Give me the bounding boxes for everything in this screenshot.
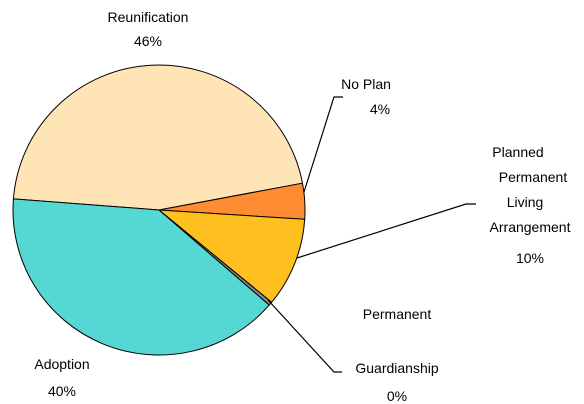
pie-slice-reunification [12, 64, 304, 211]
label-pla-name-line2: Permanent [499, 169, 568, 185]
leader-guardianship [267, 299, 342, 373]
label-guardianship-value: 0% [387, 388, 407, 404]
label-reunification-value: 46% [134, 33, 162, 49]
label-no-plan-value: 4% [370, 101, 390, 117]
label-adoption-name: Adoption [34, 356, 89, 372]
label-reunification-name: Reunification [108, 9, 189, 25]
label-pla-name-line3: Living [507, 194, 544, 210]
label-guardianship-name-line2: Guardianship [355, 360, 438, 376]
leader-pla [296, 203, 476, 259]
pie-slices [12, 64, 306, 356]
label-pla-name-line4: Arrangement [490, 219, 571, 235]
label-pla-name-line1: Planned [492, 144, 543, 160]
label-pla-value: 10% [516, 250, 544, 266]
pie-slice-adoption [12, 198, 270, 356]
label-adoption-value: 40% [48, 383, 76, 399]
pie-slice-planned-permanent-living-arrangement [157, 209, 306, 304]
leader-no-plan [303, 96, 343, 193]
leader-lines [267, 96, 476, 373]
label-guardianship-name-line1: Permanent [363, 306, 432, 322]
label-no-plan-name: No Plan [341, 76, 391, 92]
